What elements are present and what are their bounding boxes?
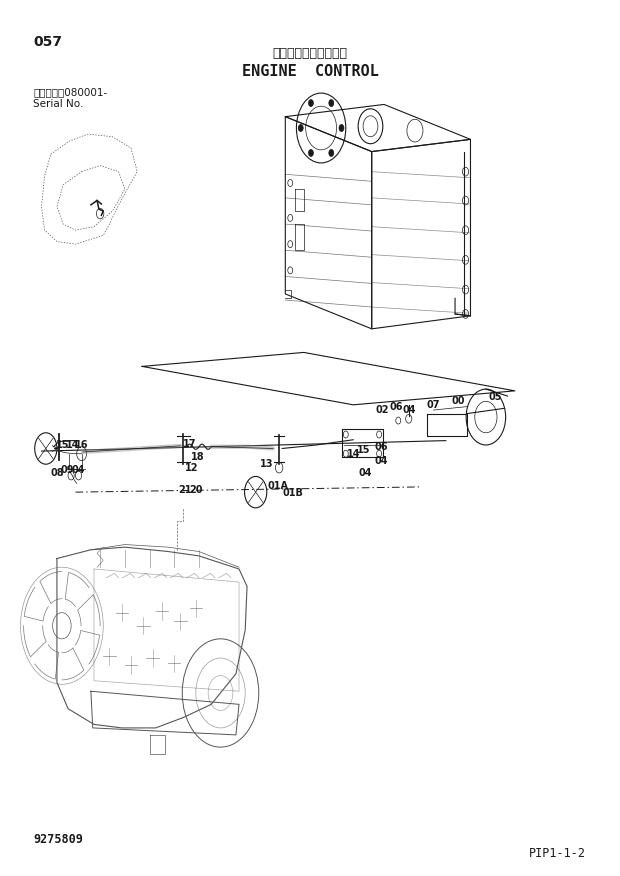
- Text: 04: 04: [402, 405, 415, 415]
- Circle shape: [77, 447, 87, 461]
- Text: 9275809: 9275809: [33, 833, 83, 845]
- Text: 057: 057: [33, 34, 63, 48]
- Text: 02: 02: [376, 405, 389, 415]
- Circle shape: [463, 167, 469, 176]
- Circle shape: [275, 463, 283, 473]
- Text: 04: 04: [359, 468, 372, 478]
- Circle shape: [463, 196, 469, 205]
- Circle shape: [405, 414, 412, 423]
- Circle shape: [309, 150, 313, 157]
- Text: 12: 12: [185, 463, 198, 473]
- Text: PIP1-1-2: PIP1-1-2: [528, 847, 585, 859]
- Circle shape: [97, 208, 104, 219]
- Text: 適用号機　080001-: 適用号機 080001-: [33, 87, 108, 97]
- Text: Serial No.: Serial No.: [33, 99, 84, 110]
- Text: 20: 20: [189, 485, 203, 496]
- Text: ENGINE  CONTROL: ENGINE CONTROL: [242, 64, 378, 79]
- Text: 01A: 01A: [267, 481, 288, 491]
- Text: 06: 06: [375, 442, 388, 452]
- Text: 00: 00: [451, 396, 465, 406]
- Text: 17: 17: [183, 439, 197, 449]
- Circle shape: [463, 309, 469, 318]
- Text: 04: 04: [374, 456, 388, 466]
- Text: 21: 21: [179, 485, 192, 496]
- Text: 14: 14: [66, 440, 79, 450]
- Text: 13: 13: [260, 459, 273, 470]
- Circle shape: [339, 124, 344, 131]
- Circle shape: [463, 286, 469, 294]
- Circle shape: [343, 431, 348, 438]
- Text: エンジンコントロール: エンジンコントロール: [273, 46, 347, 60]
- Circle shape: [343, 450, 348, 457]
- Text: 18: 18: [191, 452, 205, 463]
- Text: 09: 09: [61, 465, 74, 476]
- Circle shape: [309, 100, 313, 107]
- Circle shape: [329, 100, 334, 107]
- Circle shape: [377, 431, 381, 438]
- Text: 04: 04: [71, 465, 85, 476]
- Text: 14: 14: [347, 449, 360, 459]
- Text: 07: 07: [427, 399, 440, 410]
- Text: 15: 15: [357, 445, 370, 456]
- Text: 16: 16: [75, 440, 89, 450]
- Circle shape: [329, 150, 334, 157]
- Circle shape: [76, 471, 82, 480]
- Text: 15: 15: [56, 440, 70, 450]
- Text: 06: 06: [389, 401, 403, 412]
- Text: 01B: 01B: [282, 488, 303, 498]
- Circle shape: [377, 450, 381, 457]
- Circle shape: [298, 124, 303, 131]
- Circle shape: [463, 256, 469, 265]
- Text: 08: 08: [50, 468, 64, 478]
- Circle shape: [396, 417, 401, 424]
- Circle shape: [463, 226, 469, 235]
- Circle shape: [68, 471, 74, 480]
- Text: 05: 05: [489, 392, 502, 402]
